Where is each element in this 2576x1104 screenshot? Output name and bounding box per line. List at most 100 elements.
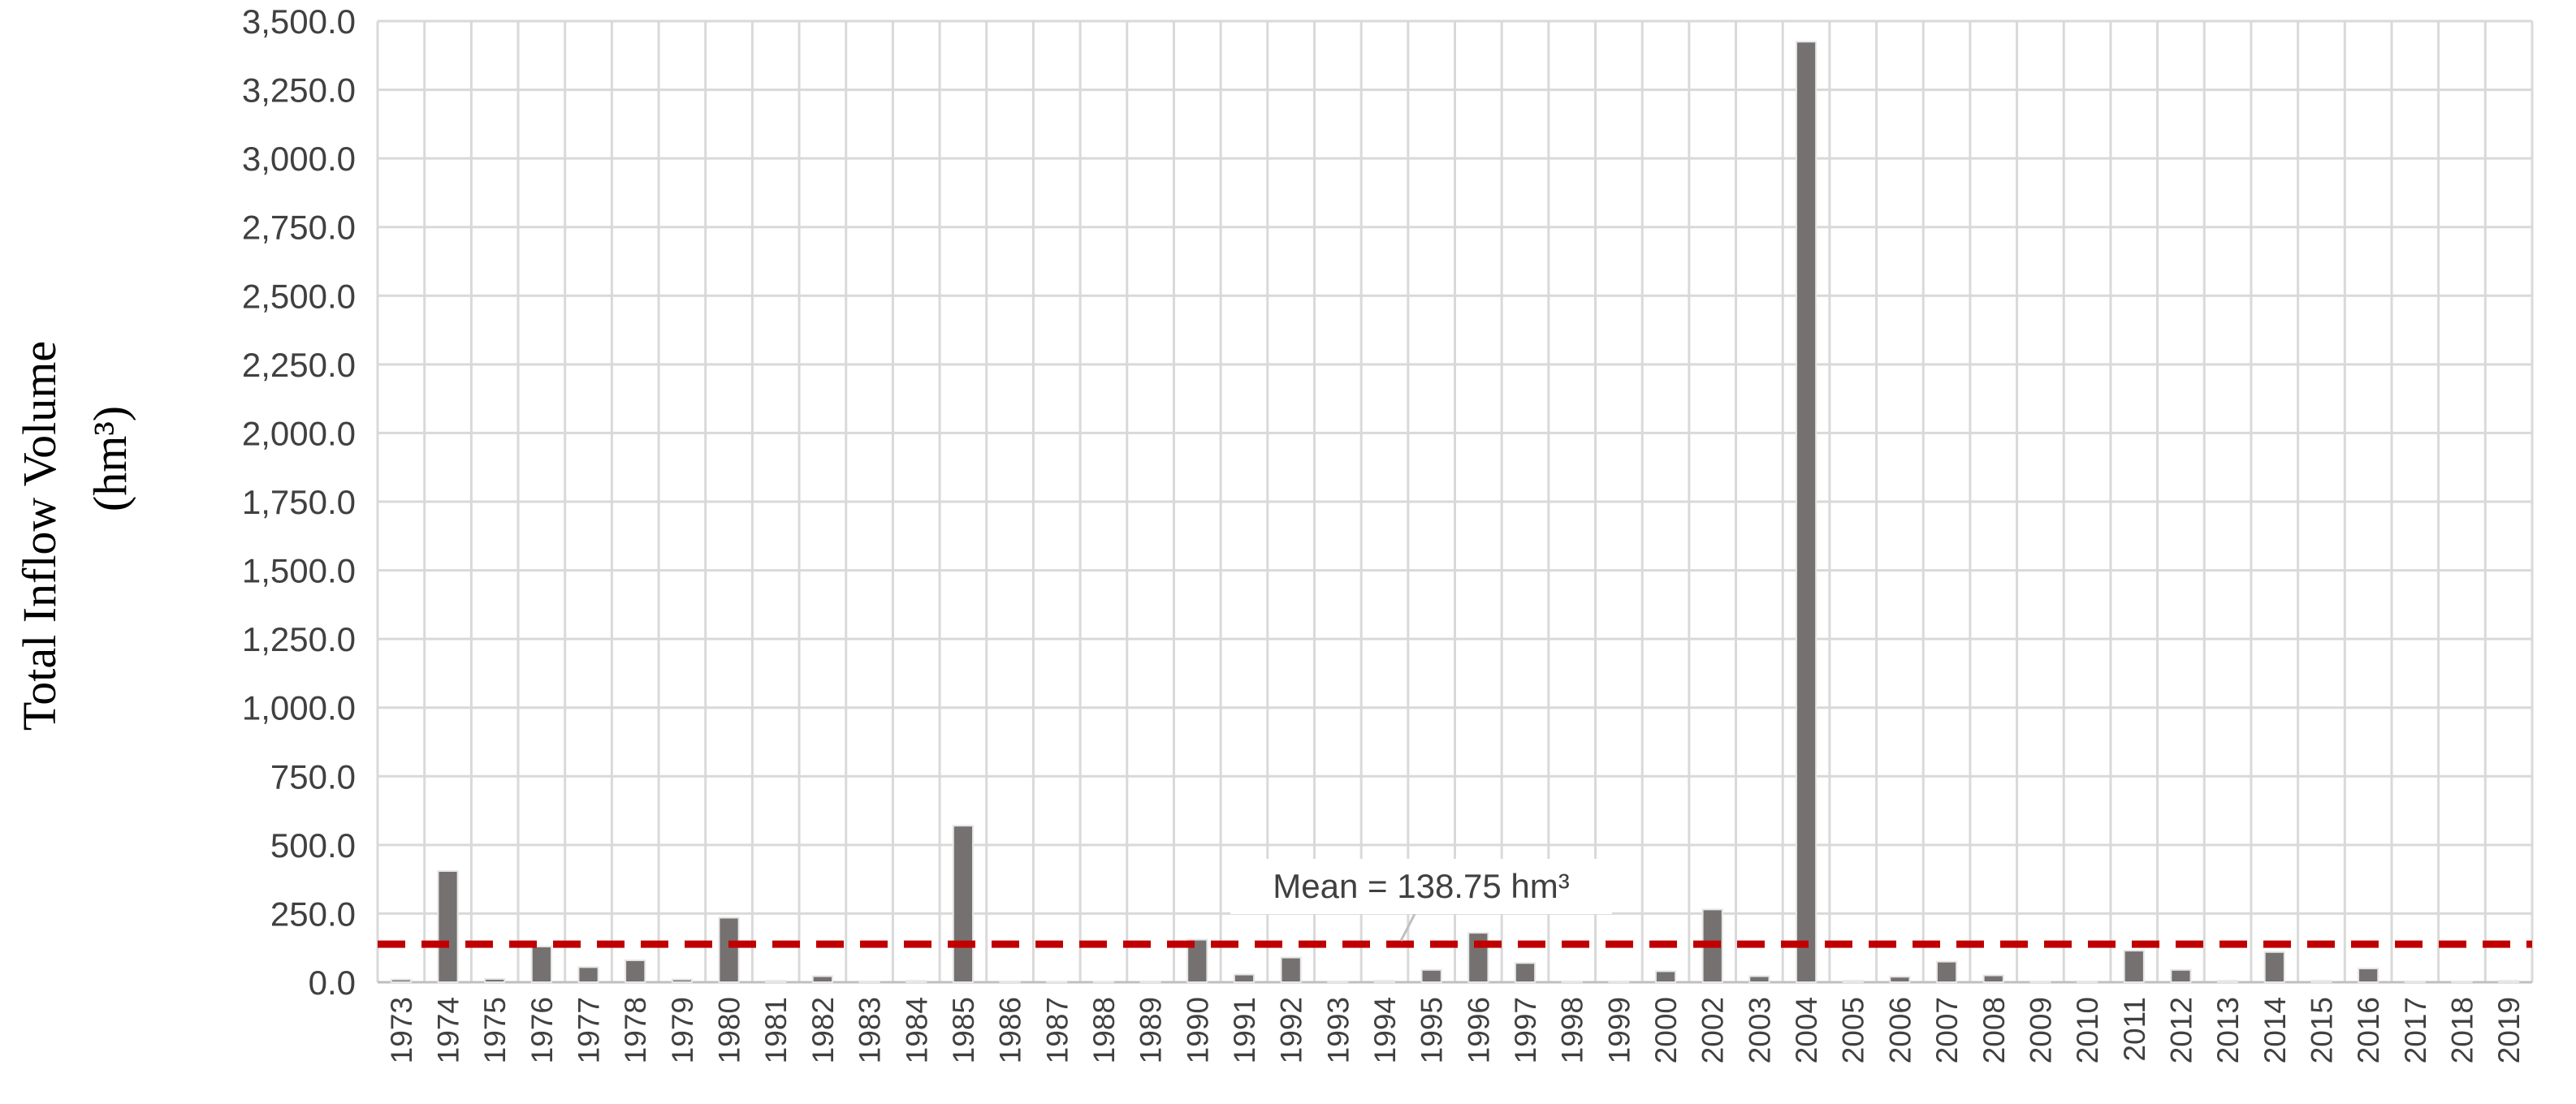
x-tick-label: 2013: [2211, 997, 2245, 1063]
bar-1986: [999, 980, 1021, 983]
bar-1996: [1467, 932, 1489, 983]
x-tick-label: 1981: [759, 997, 793, 1063]
x-tick-label: 1996: [1462, 997, 1495, 1063]
bar-2004: [1795, 41, 1817, 983]
x-tick-label: 1995: [1416, 997, 1449, 1063]
bar-1995: [1420, 968, 1442, 983]
y-tick-label: 1,000.0: [242, 689, 356, 727]
y-tick-label: 3,250.0: [242, 71, 356, 110]
y-tick-label: 2,500.0: [242, 277, 356, 315]
y-axis-title: Total Inflow Volume (hm³): [13, 341, 136, 731]
y-tick-label: 2,750.0: [242, 209, 356, 247]
bar-1982: [811, 975, 834, 984]
x-tick-label: 1994: [1368, 997, 1402, 1063]
x-tick-label: 1991: [1228, 997, 1261, 1063]
y-tick-label: 1,750.0: [242, 483, 356, 521]
x-tick-label: 2019: [2492, 997, 2526, 1063]
y-tick-label: 750.0: [270, 757, 356, 796]
bar-1979: [671, 978, 693, 984]
x-tick-label: 2018: [2445, 997, 2479, 1063]
y-tick-label: 1,250.0: [242, 620, 356, 658]
x-tick-label: 2008: [1977, 997, 2011, 1063]
x-tick-label: 1975: [478, 997, 512, 1063]
x-tick-label: 1977: [573, 997, 606, 1063]
x-tick-label: 1999: [1602, 997, 1636, 1063]
bar-1985: [952, 825, 975, 983]
bar-2012: [2170, 968, 2192, 983]
x-tick-label: 2005: [1837, 997, 1870, 1063]
mean-callout-leader: [1399, 913, 1416, 942]
bar-2005: [1842, 980, 1864, 984]
bar-1999: [1608, 980, 1630, 983]
x-tick-label: 1978: [619, 997, 652, 1063]
y-tick-label: 3,500.0: [242, 2, 356, 41]
bar-1981: [765, 980, 787, 984]
x-tick-label: 1976: [525, 997, 559, 1063]
x-tick-label: 1986: [994, 997, 1027, 1063]
x-tick-label: 2009: [2024, 997, 2057, 1063]
bar-1976: [530, 946, 552, 983]
x-tick-label: 1982: [806, 997, 840, 1063]
x-tick-label: 2012: [2164, 997, 2198, 1063]
bar-1988: [1092, 981, 1115, 984]
y-tick-label: 2,250.0: [242, 346, 356, 384]
y-tick-label: 1,500.0: [242, 552, 356, 590]
x-tick-label: 2002: [1696, 997, 1730, 1063]
bar-2000: [1654, 970, 1677, 984]
x-tick-label: 1979: [666, 997, 699, 1063]
bar-1994: [1373, 980, 1396, 984]
bar-2015: [2310, 980, 2332, 984]
x-tick-label: 1980: [713, 997, 746, 1063]
y-tick-label: 500.0: [270, 826, 356, 865]
x-tick-label: 1993: [1321, 997, 1355, 1063]
mean-callout-box: [1230, 859, 1612, 914]
bar-1987: [1046, 981, 1068, 984]
bar-1989: [1139, 980, 1161, 983]
x-tick-label: 1983: [854, 997, 887, 1063]
x-tick-label: 1992: [1275, 997, 1308, 1063]
x-tick-label: 1987: [1040, 997, 1074, 1063]
x-tick-label: 2010: [2071, 997, 2104, 1063]
bar-1980: [718, 916, 740, 983]
bar-2016: [2358, 968, 2379, 983]
x-tick-label: 1984: [900, 997, 933, 1063]
x-tick-label: 2007: [1930, 997, 1964, 1063]
bar-2013: [2217, 980, 2239, 984]
grid-layer: [376, 19, 2534, 984]
x-tick-label: 1988: [1087, 997, 1121, 1063]
bar-1991: [1233, 973, 1256, 983]
x-tick-label: 2000: [1649, 997, 1683, 1063]
bar-2018: [2451, 980, 2473, 983]
x-tick-label: 2017: [2399, 997, 2432, 1063]
x-tick-label: 1990: [1181, 997, 1214, 1063]
y-axis-label: Total Inflow Volume: [13, 341, 66, 731]
bar-2009: [2029, 980, 2051, 983]
x-tick-label: 1974: [432, 997, 465, 1063]
x-tick-label: 2004: [1790, 997, 1823, 1063]
bar-2014: [2263, 951, 2285, 984]
mean-layer: Mean = 138.75 hm³: [378, 859, 2532, 948]
x-tick-label: 2016: [2352, 997, 2385, 1063]
y-tick-labels: 0.0 250.0 500.0 750.0 1,000.0 1,250.0 1,500.0 1…: [242, 2, 356, 1002]
x-tick-labels: 1973 1974 1975 1976 1977 1978 1979 1980 1981 1982…: [385, 997, 2526, 1063]
bar-2019: [2498, 980, 2520, 984]
bar-1992: [1280, 956, 1302, 984]
y-tick-label: 250.0: [270, 895, 356, 933]
bar-1977: [577, 966, 599, 984]
bar-1973: [390, 978, 412, 984]
y-axis-unit-label: (hm³): [84, 406, 136, 511]
bar-1974: [437, 869, 459, 983]
bar-2007: [1935, 960, 1958, 983]
y-tick-label: 2,000.0: [242, 414, 356, 452]
bar-2010: [2076, 980, 2098, 983]
x-tick-label: 2014: [2258, 997, 2292, 1063]
bar-1983: [858, 980, 880, 983]
bar-2008: [1982, 974, 2004, 983]
x-tick-label: 1998: [1556, 997, 1589, 1063]
bar-1978: [625, 959, 646, 983]
x-tick-label: 1989: [1135, 997, 1168, 1063]
bar-1984: [905, 980, 927, 984]
x-tick-label: 1997: [1509, 997, 1542, 1063]
bar-2011: [2123, 950, 2145, 984]
